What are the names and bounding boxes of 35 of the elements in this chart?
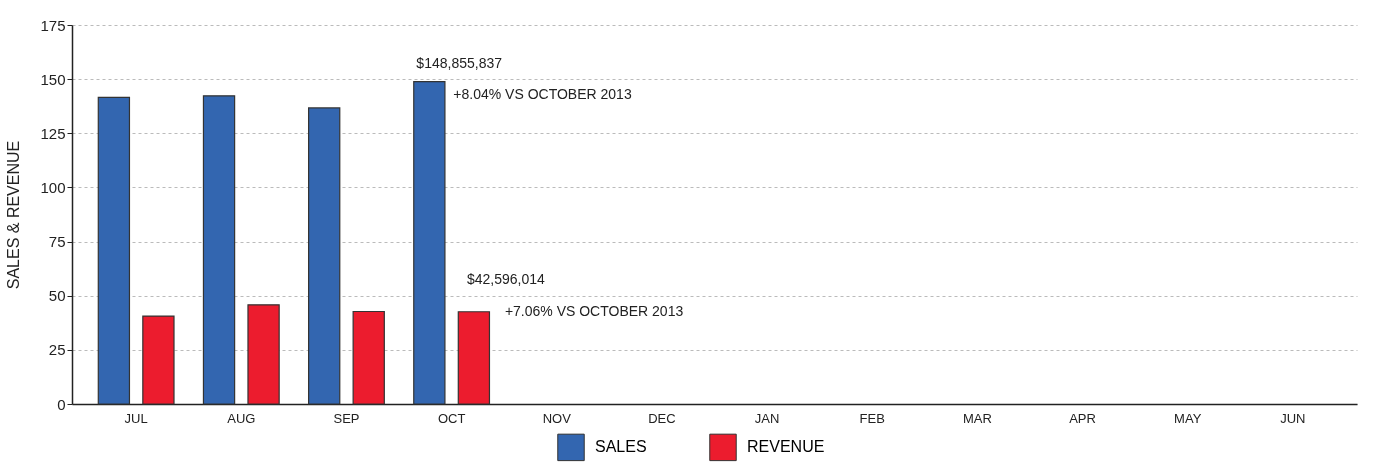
x-tick-label: FEB xyxy=(859,410,885,426)
x-tick-label: OCT xyxy=(437,410,466,426)
y-tick-label: 50 xyxy=(48,287,66,305)
bar xyxy=(308,107,341,405)
y-tick-label: 0 xyxy=(57,395,66,413)
x-tick-label: DEC xyxy=(648,410,676,426)
bar xyxy=(202,95,236,405)
annotation: +8.04% VS OCTOBER 2013 xyxy=(453,85,632,102)
x-tick-label: APR xyxy=(1069,410,1096,426)
x-tick-label: JAN xyxy=(754,410,780,426)
legend-label: REVENUE xyxy=(747,438,825,456)
y-tick-label: 150 xyxy=(40,70,66,88)
y-tick-label: 125 xyxy=(40,124,66,142)
bar xyxy=(457,311,491,405)
x-tick-label: MAY xyxy=(1174,410,1202,426)
y-axis-title: SALES & REVENUE xyxy=(5,140,23,290)
annotation: $42,596,014 xyxy=(466,270,545,287)
annotation: +7.06% VS OCTOBER 2013 xyxy=(504,302,684,319)
x-tick-label: NOV xyxy=(542,410,572,426)
x-tick-label: JUN xyxy=(1280,410,1306,426)
legend-label: SALES xyxy=(595,438,647,456)
bar xyxy=(413,80,446,405)
y-tick-label: 100 xyxy=(40,178,66,196)
x-tick-label: MAR xyxy=(962,410,992,426)
bar xyxy=(142,315,175,405)
y-tick-label: 75 xyxy=(48,233,66,251)
bar xyxy=(352,310,385,405)
y-tick-label: 25 xyxy=(48,341,66,359)
x-tick-label: AUG xyxy=(227,410,256,426)
x-tick-label: SEP xyxy=(333,410,360,426)
annotation: $148,855,837 xyxy=(416,54,503,71)
bar xyxy=(247,304,280,405)
x-tick-label: JUL xyxy=(124,410,148,426)
y-tick-label: 175 xyxy=(40,16,66,34)
bar xyxy=(97,96,131,405)
